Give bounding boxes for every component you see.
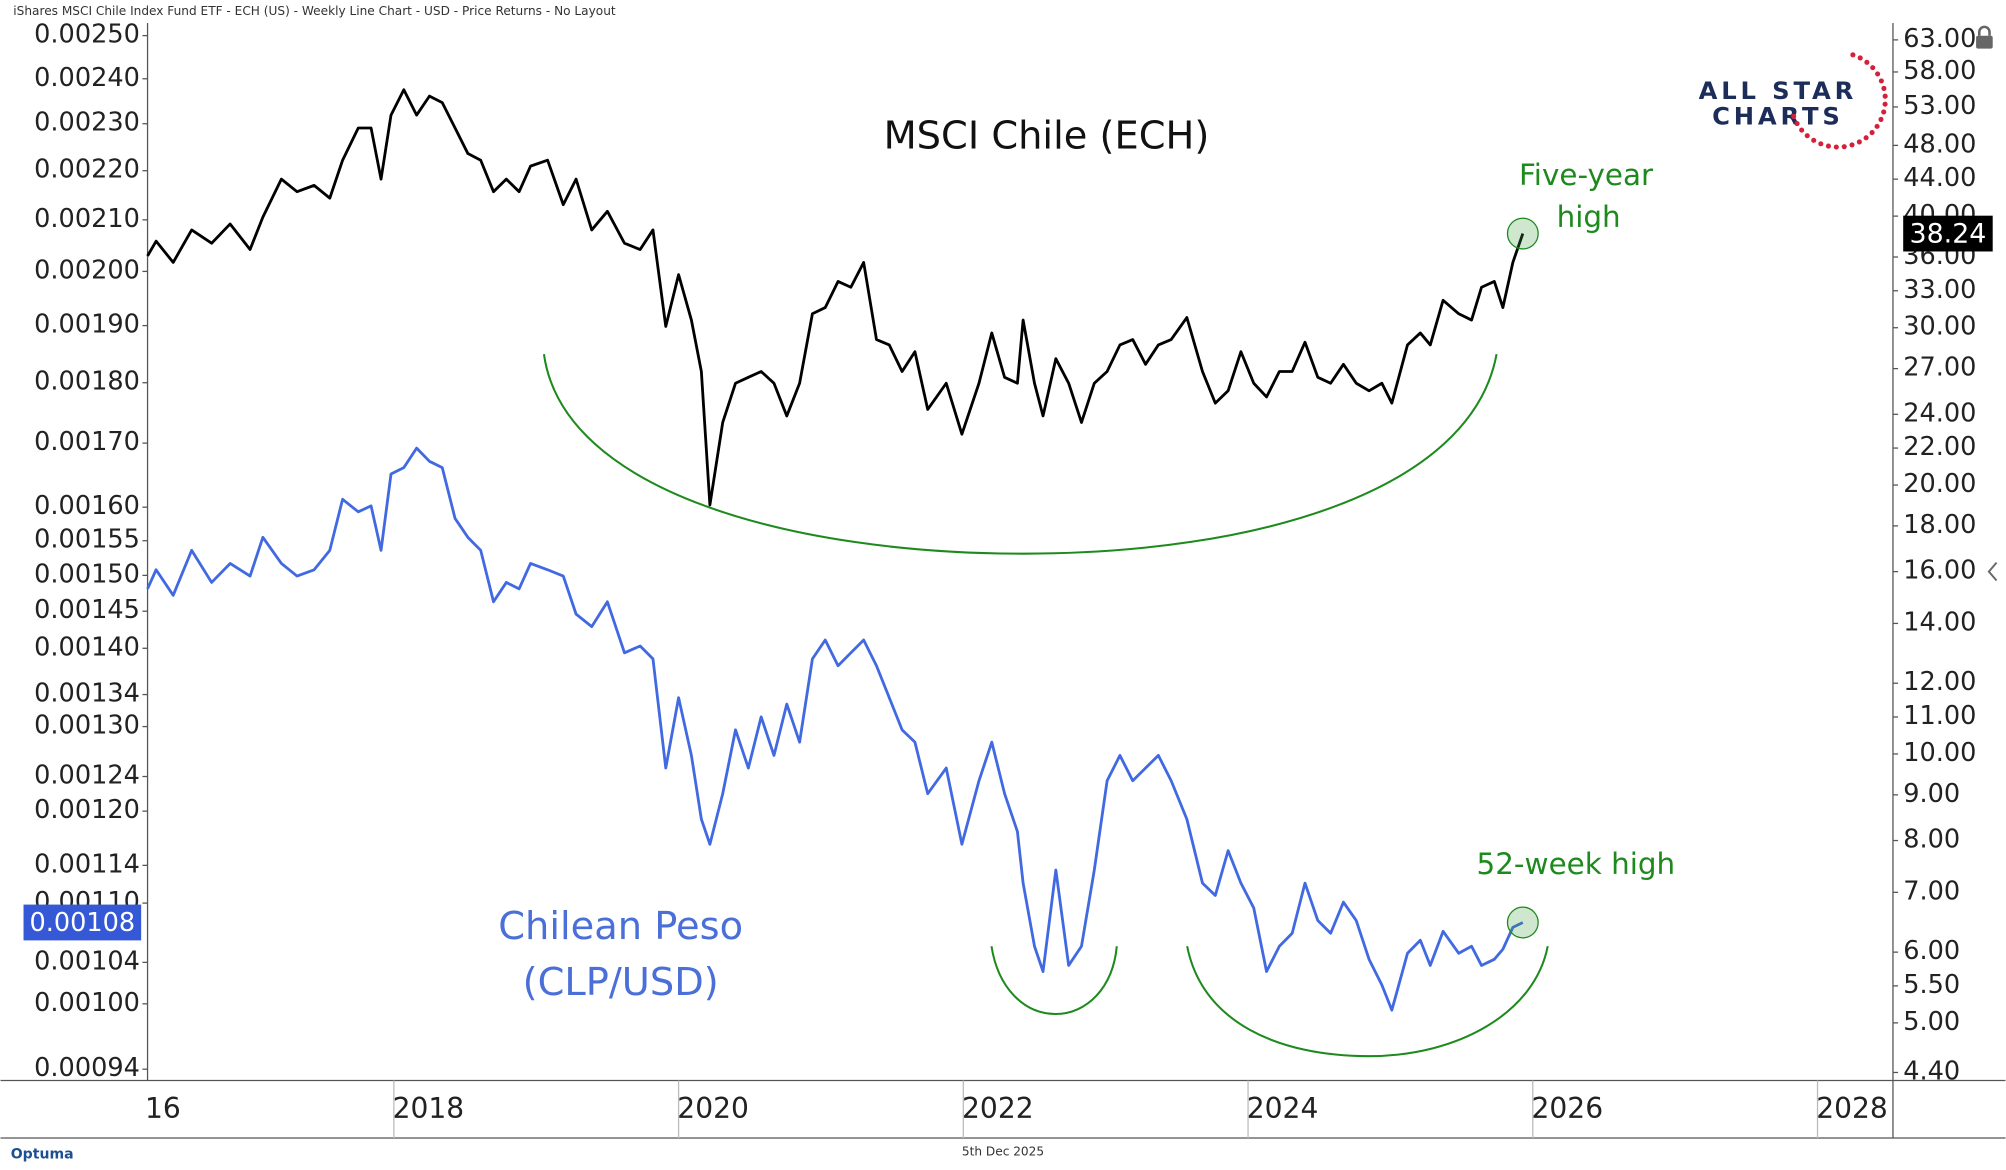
y-tick-label: 0.00170: [34, 427, 140, 457]
y-tick-label: 0.00150: [34, 559, 140, 589]
annotation: 52-week high: [1477, 847, 1676, 881]
y-tick-label: 0.00100: [34, 988, 140, 1018]
series-line: [146, 88, 1525, 507]
y2-tick-label: 10.00: [1903, 738, 1976, 768]
annotation: high: [1557, 200, 1621, 234]
y2-tick-label: 5.50: [1903, 970, 1960, 1000]
y-tick-label: 0.00180: [34, 367, 140, 397]
y2-tick-label: 4.40: [1903, 1056, 1960, 1086]
y-tick-label: 0.00114: [34, 849, 140, 879]
y-tick-label: 0.00230: [34, 108, 140, 138]
annotation: Chilean Peso: [498, 904, 743, 949]
y-tick-label: 0.00250: [34, 20, 140, 50]
y-tick-label: 0.00145: [34, 595, 140, 625]
x-tick-label: 2028: [1816, 1092, 1888, 1125]
x-tick-label: 2020: [677, 1092, 749, 1125]
x-tick-label: 2024: [1247, 1092, 1319, 1125]
y-tick-label: 0.00240: [34, 63, 140, 93]
last-value-box: [23, 904, 142, 941]
footer-brand: Optuma: [11, 1147, 74, 1163]
y-tick-label: 0.00134: [34, 679, 140, 709]
y2-tick-label: 48.00: [1903, 129, 1976, 159]
high-marker: [1506, 906, 1539, 939]
lock-icon: [1976, 25, 1993, 49]
y-tick-label: 0.00124: [34, 761, 140, 791]
y2-tick-label: 63.00: [1903, 24, 1976, 54]
logo-text: CHARTS: [1712, 102, 1844, 131]
y2-tick-label: 24.00: [1903, 398, 1976, 428]
y-tick-label: 0.00130: [34, 711, 140, 741]
y2-tick-label: 5.00: [1903, 1007, 1960, 1037]
y2-tick-label: 12.00: [1903, 667, 1976, 697]
y-tick-label: 0.00220: [34, 155, 140, 185]
footer-date: 5th Dec 2025: [962, 1145, 1044, 1159]
y2-tick-label: 27.00: [1903, 353, 1976, 383]
y-tick-label: 0.00200: [34, 255, 140, 285]
y2-tick-label: 6.00: [1903, 936, 1960, 966]
x-tick-label: 16: [145, 1092, 181, 1125]
y2-tick-label: 20.00: [1903, 469, 1976, 499]
y2-tick-label: 18.00: [1903, 510, 1976, 540]
last-value-box: [1903, 215, 1993, 252]
y2-tick-label: 58.00: [1903, 56, 1976, 86]
y-tick-label: 0.00210: [34, 204, 140, 234]
logo: ALL STAR CHARTS: [1699, 52, 1888, 150]
high-marker: [1506, 217, 1539, 250]
logo-text: ALL STAR: [1699, 76, 1858, 105]
y-tick-label: 0.00140: [34, 632, 140, 662]
y2-tick-label: 33.00: [1903, 275, 1976, 305]
base-arc: [990, 946, 1118, 1016]
y2-tick-label: 14.00: [1903, 607, 1976, 637]
y2-tick-label: 8.00: [1903, 825, 1960, 855]
y2-tick-label: 11.00: [1903, 701, 1976, 731]
x-tick-label: 2018: [393, 1092, 465, 1125]
y-tick-label: 0.00104: [34, 946, 140, 976]
annotation: MSCI Chile (ECH): [884, 114, 1210, 159]
x-tick-label: 2026: [1532, 1092, 1604, 1125]
y2-tick-label: 16.00: [1903, 556, 1976, 586]
annotation: Five-year: [1519, 158, 1654, 192]
y2-tick-label: 9.00: [1903, 779, 1960, 809]
y-tick-label: 0.00190: [34, 310, 140, 340]
y-tick-label: 0.00120: [34, 795, 140, 825]
scroll-arrow: [1987, 561, 1998, 582]
y-tick-label: 0.00155: [34, 525, 140, 555]
base-arc: [1186, 946, 1549, 1058]
series-line: [146, 446, 1524, 1012]
y-tick-label: 0.00160: [34, 491, 140, 521]
last-value-label: 0.00108: [29, 908, 135, 938]
y2-tick-label: 7.00: [1903, 876, 1960, 906]
x-tick-label: 2022: [962, 1092, 1034, 1125]
logo-stars: [1791, 52, 1888, 150]
y2-tick-label: 30.00: [1903, 312, 1976, 342]
annotation: (CLP/USD): [523, 960, 719, 1005]
y2-tick-label: 53.00: [1903, 91, 1976, 121]
y-tick-label: 0.00094: [34, 1053, 140, 1083]
last-value-label: 38.24: [1910, 218, 1987, 249]
header-title: iShares MSCI Chile Index Fund ETF - ECH …: [13, 4, 616, 18]
y2-tick-label: 22.00: [1903, 432, 1976, 462]
y2-tick-label: 44.00: [1903, 163, 1976, 193]
base-arc: [542, 354, 1498, 555]
